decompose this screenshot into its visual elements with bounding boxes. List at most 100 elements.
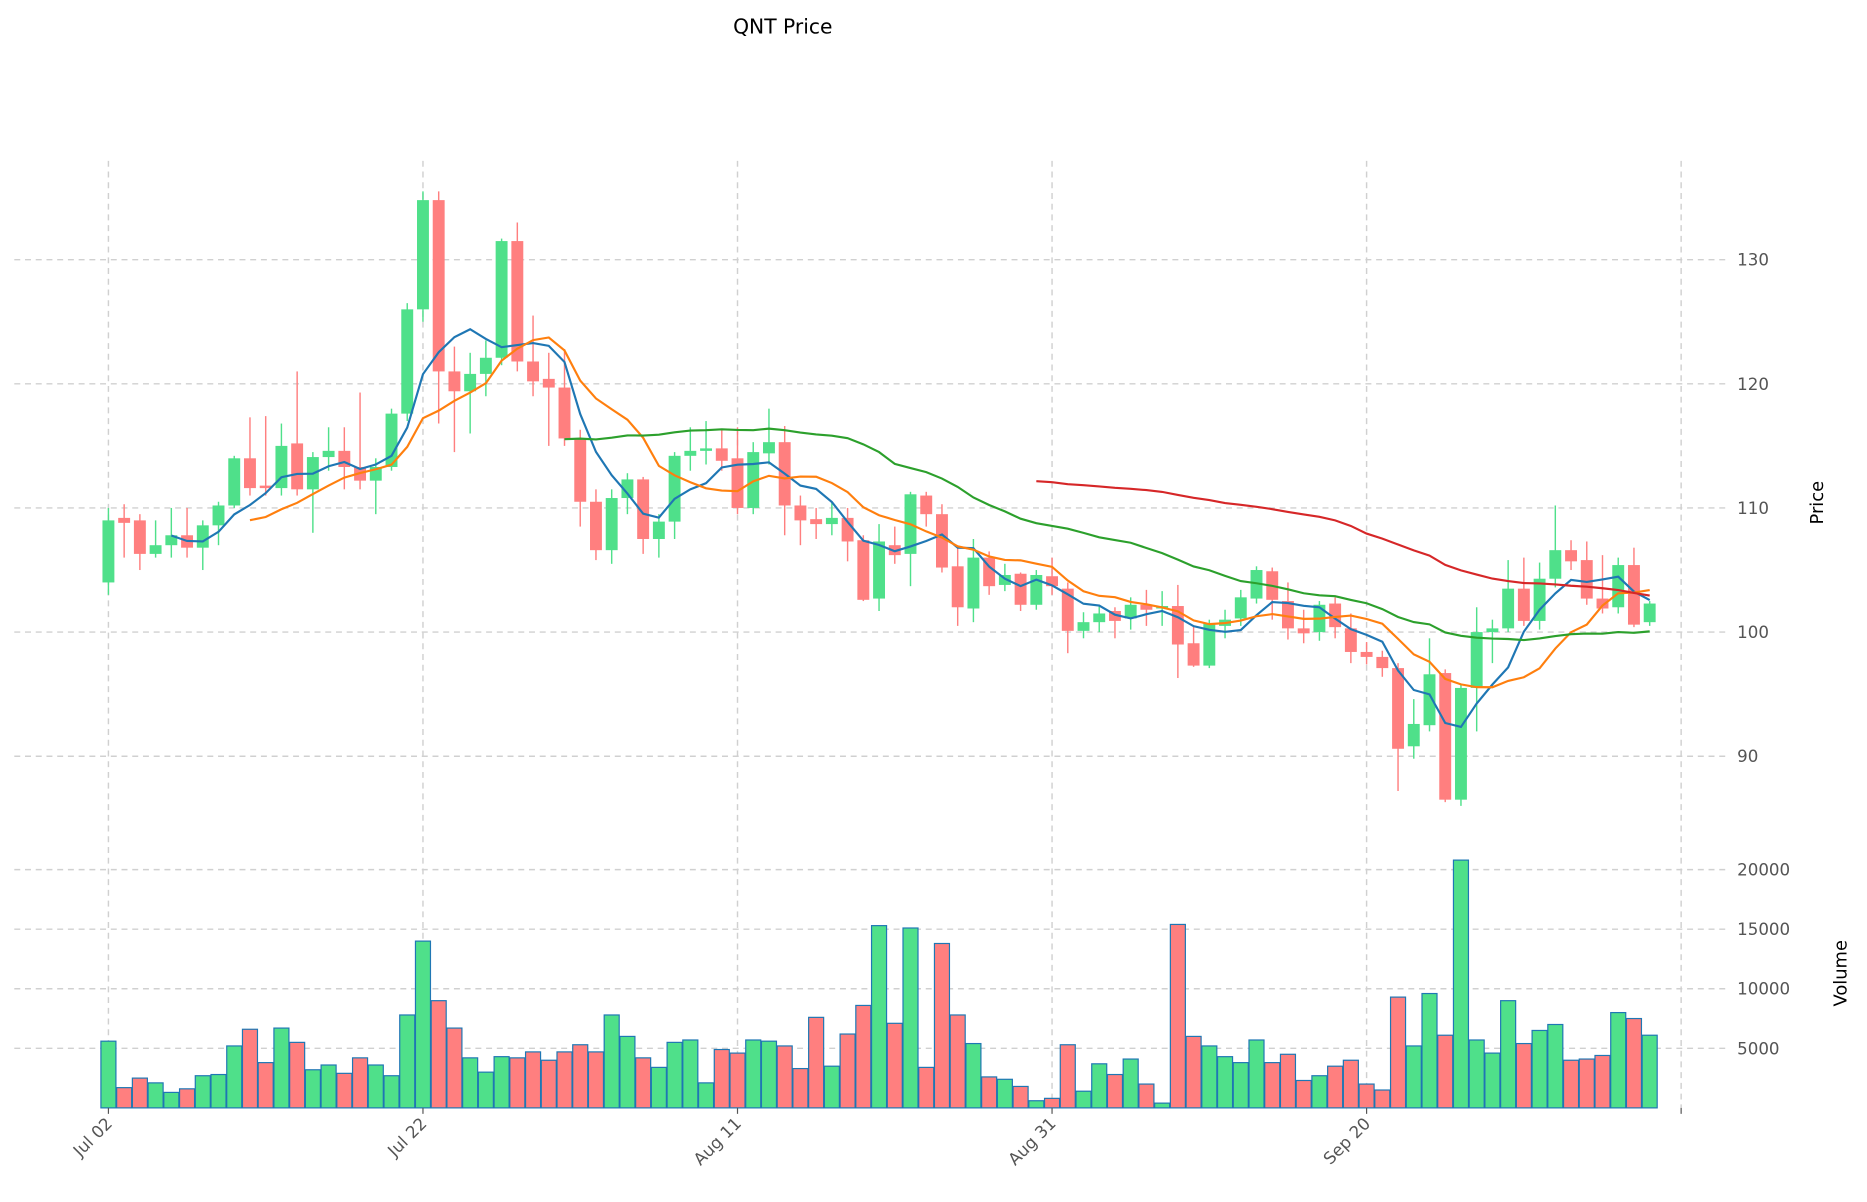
ma-5-line xyxy=(170,328,1651,729)
volume-tick-label: 20000 xyxy=(1737,861,1790,880)
volume-bar xyxy=(760,1040,778,1109)
x-tick-label: Aug 31 xyxy=(1004,1114,1059,1169)
candle-down xyxy=(1392,668,1405,749)
volume-bar xyxy=(414,940,432,1109)
candle-up xyxy=(495,241,508,358)
candle-down xyxy=(1171,606,1184,645)
candle-up xyxy=(605,498,618,551)
volume-bar xyxy=(351,1057,369,1109)
candle-down xyxy=(1046,576,1059,587)
candle-up xyxy=(385,413,398,467)
candle-down xyxy=(574,438,587,502)
candle-down xyxy=(1376,656,1389,669)
volume-tick-label: 15000 xyxy=(1737,920,1790,939)
volume-bar xyxy=(226,1045,243,1109)
volume-bar xyxy=(1138,1083,1155,1109)
candle-down xyxy=(794,505,807,521)
candlesticks xyxy=(102,191,1656,806)
volume-bar xyxy=(776,1045,793,1109)
volume-tick-label: 10000 xyxy=(1737,980,1790,999)
volume-bar xyxy=(855,1004,872,1109)
candle-up xyxy=(149,545,162,554)
candle-up xyxy=(322,450,335,458)
ma-30-line xyxy=(564,427,1650,642)
volume-bar xyxy=(430,1000,447,1109)
volume-bar xyxy=(304,1069,321,1109)
volume-bar xyxy=(131,1077,148,1109)
volume-bar xyxy=(1185,1035,1202,1109)
volume-bar xyxy=(194,1075,211,1109)
volume-bar xyxy=(147,1082,164,1109)
volume-bar xyxy=(1468,1039,1485,1109)
volume-bar xyxy=(1043,1097,1061,1109)
volume-bar xyxy=(1012,1085,1029,1109)
volume-bar xyxy=(949,1014,966,1109)
candle-up xyxy=(1093,613,1106,623)
candle-up xyxy=(1470,632,1483,688)
volume-bar xyxy=(870,925,888,1109)
candle-down xyxy=(1061,588,1074,631)
candle-up xyxy=(1549,550,1562,579)
volume-bar xyxy=(1154,1102,1171,1109)
candle-up xyxy=(212,505,225,526)
candle-up xyxy=(369,466,382,481)
candle-up xyxy=(1203,623,1216,666)
chart-title: QNT Price xyxy=(733,14,832,38)
candle-down xyxy=(715,448,728,461)
candle-up xyxy=(196,525,209,548)
volume-bar xyxy=(587,1051,605,1109)
volume-bar xyxy=(1028,1100,1045,1109)
candle-up xyxy=(1486,628,1499,633)
candle-down xyxy=(637,479,650,539)
volume-bar xyxy=(477,1071,494,1109)
candle-down xyxy=(259,485,272,489)
volume-bar xyxy=(996,1078,1013,1109)
candle-down xyxy=(936,514,948,568)
volume-bar xyxy=(509,1057,526,1109)
candle-down xyxy=(920,495,933,515)
volume-bar xyxy=(981,1076,998,1109)
volume-bar xyxy=(1374,1089,1391,1109)
moving-average-lines xyxy=(170,328,1651,729)
volume-bar xyxy=(1248,1039,1265,1109)
candle-up xyxy=(747,452,760,508)
candle-up xyxy=(1030,574,1043,605)
volume-bar xyxy=(383,1075,400,1109)
volume-bar xyxy=(1327,1065,1344,1109)
candle-down xyxy=(118,517,131,523)
price-tick-label: 100 xyxy=(1737,623,1769,642)
volume-bar xyxy=(1531,1029,1548,1109)
candle-up xyxy=(1454,687,1467,800)
candle-up xyxy=(700,448,713,451)
volume-bar xyxy=(367,1064,384,1109)
candle-down xyxy=(448,371,461,392)
volume-bar xyxy=(1342,1059,1359,1109)
volume-bar xyxy=(540,1059,557,1109)
candle-up xyxy=(1612,565,1625,608)
volume-bar xyxy=(918,1066,935,1109)
volume-bar xyxy=(1389,996,1407,1109)
candle-down xyxy=(841,517,854,542)
volume-bar xyxy=(729,1052,746,1109)
volume-bar xyxy=(666,1041,683,1109)
volume-bar xyxy=(100,1040,117,1109)
candle-down xyxy=(1360,651,1373,657)
x-tick-label: Jul 02 xyxy=(69,1114,116,1161)
candle-up xyxy=(684,450,697,456)
candle-down xyxy=(1627,565,1640,625)
candle-up xyxy=(275,445,288,489)
volume-bar xyxy=(493,1056,510,1109)
candle-down xyxy=(983,557,996,587)
price-axis-label: Price xyxy=(1807,481,1828,525)
volume-bar xyxy=(745,1039,762,1109)
volume-bar xyxy=(1452,859,1470,1109)
candle-up xyxy=(1643,603,1656,623)
candle-up xyxy=(1407,723,1420,747)
candle-up xyxy=(165,535,178,546)
candle-down xyxy=(1344,628,1357,652)
candle-up xyxy=(967,557,980,609)
volume-bar xyxy=(572,1044,589,1109)
volume-bar xyxy=(1091,1063,1108,1109)
x-tick-label: Aug 11 xyxy=(690,1114,745,1169)
volume-bar xyxy=(1421,992,1438,1109)
